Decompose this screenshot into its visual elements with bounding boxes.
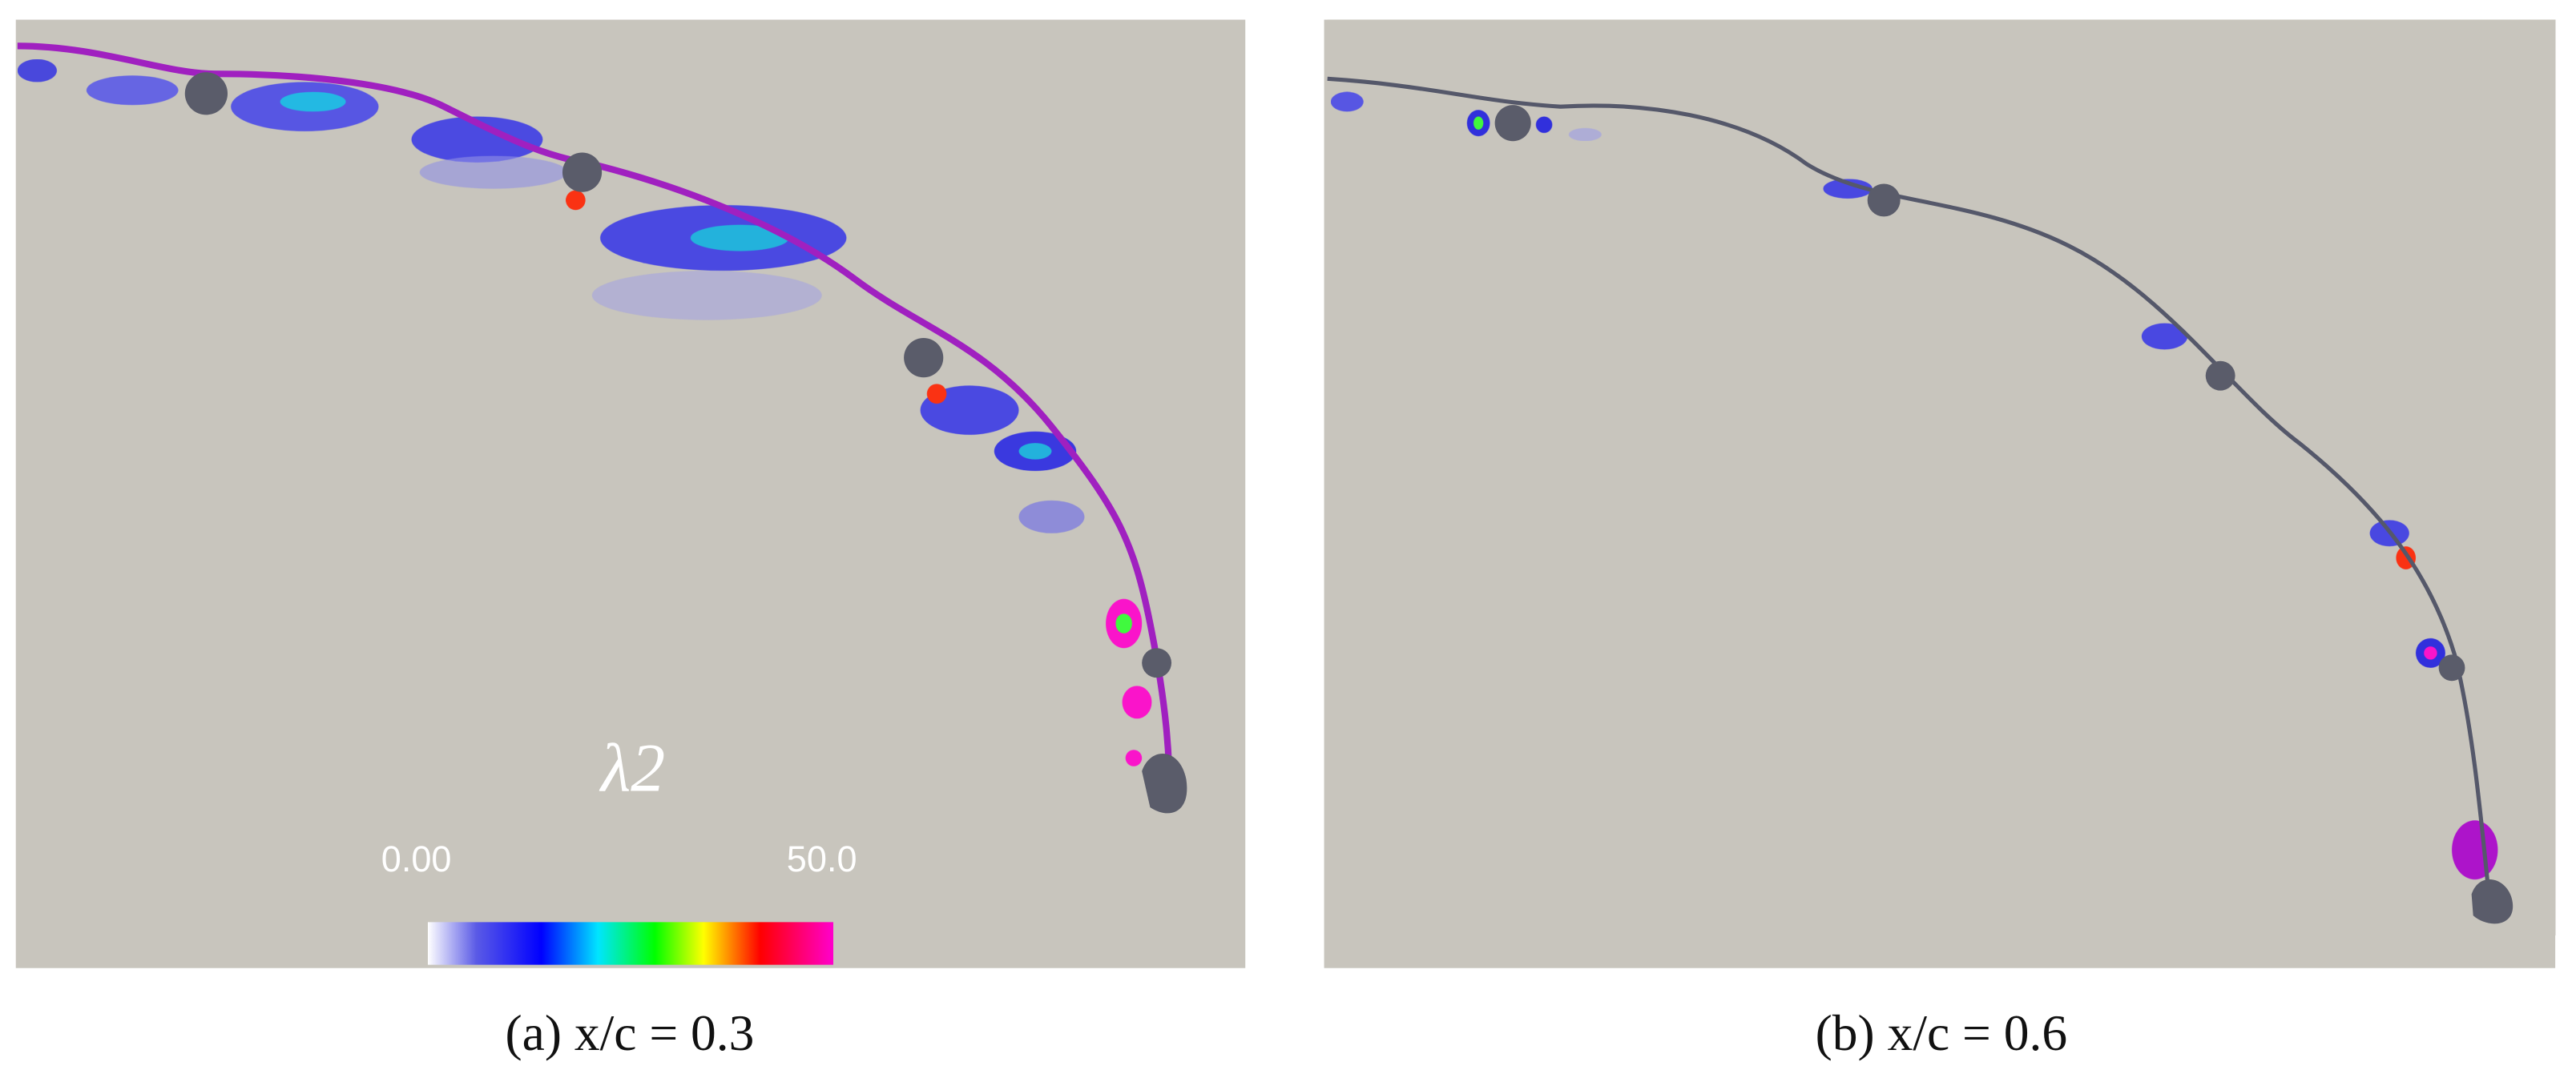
blade-elements bbox=[1494, 105, 2514, 924]
panel-a: λ2 0.00 50.0 bbox=[15, 19, 1246, 968]
colorbar: λ2 0.00 50.0 bbox=[381, 729, 857, 965]
colorbar-max-label: 50.0 bbox=[787, 839, 857, 879]
colorbar-min-label: 0.00 bbox=[381, 839, 452, 879]
panel-caption: (b) x/c = 0.6 bbox=[1816, 1004, 2067, 1061]
colorbar-gradient bbox=[427, 922, 834, 965]
blade-elements bbox=[184, 72, 1187, 814]
panel-b bbox=[1324, 19, 2556, 968]
blade-surface bbox=[17, 42, 1174, 804]
colorbar-title: λ2 bbox=[599, 729, 665, 806]
panel-caption: (a) x/c = 0.3 bbox=[506, 1004, 755, 1061]
panel-background bbox=[1324, 19, 2556, 968]
vortices bbox=[17, 58, 1152, 766]
panel-background bbox=[15, 19, 1246, 968]
